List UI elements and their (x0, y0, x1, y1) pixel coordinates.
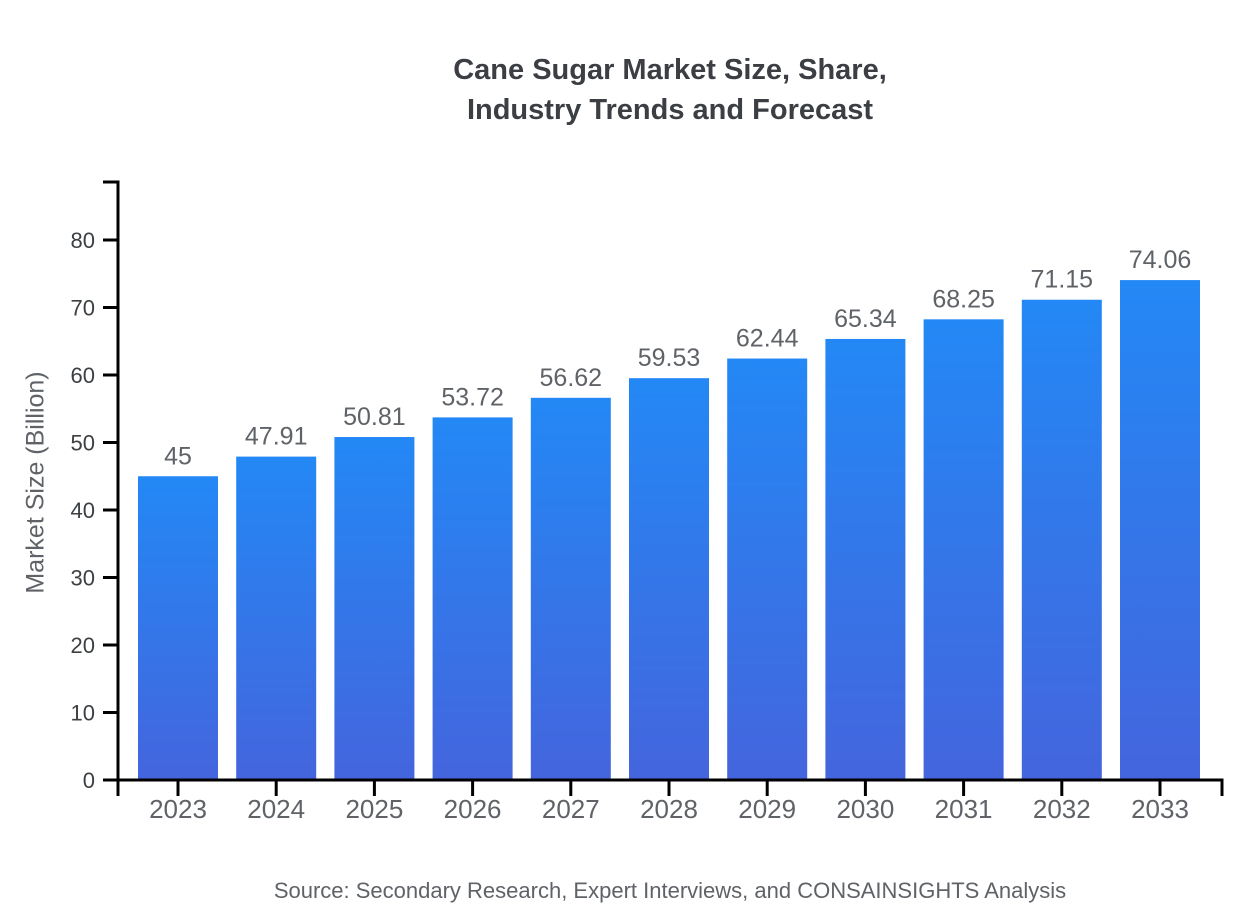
bar-2025 (334, 437, 415, 780)
bar-value-label: 71.15 (1031, 266, 1094, 294)
value-labels-group: 45 47.91 50.81 53.72 56.62 59.53 62.44 65.34 68.… (164, 246, 1191, 470)
bar-value-label: 56.62 (540, 364, 603, 392)
y-ticks-group: 0 10 20 30 40 50 60 70 80 (71, 228, 118, 793)
x-tick-label: 2028 (640, 794, 698, 824)
y-tick-label: 60 (71, 363, 95, 388)
bar-value-label: 62.44 (736, 325, 799, 353)
bar-2031 (923, 319, 1004, 780)
x-tick-label: 2032 (1033, 794, 1091, 824)
bar-value-label: 53.72 (441, 383, 504, 411)
bar-value-label: 68.25 (932, 285, 995, 313)
x-axis (103, 778, 1224, 796)
x-tick-label: 2030 (836, 794, 894, 824)
x-tick-label: 2025 (345, 794, 403, 824)
y-tick-label: 0 (83, 768, 95, 793)
bars-group (138, 280, 1200, 780)
bar-value-label: 45 (164, 442, 192, 470)
bar-2032 (1021, 299, 1102, 780)
chart-title-line2: Industry Trends and Forecast (466, 94, 874, 126)
bar-2023 (138, 476, 218, 780)
y-tick-label: 20 (71, 633, 95, 658)
y-tick-label: 40 (71, 498, 95, 523)
bar-2028 (629, 378, 709, 780)
y-axis (103, 180, 120, 796)
bar-2026 (432, 417, 513, 780)
bar-value-label: 65.34 (834, 305, 897, 333)
bar-value-label: 74.06 (1129, 246, 1192, 274)
x-tick-label: 2023 (149, 794, 207, 824)
bar-value-label: 47.91 (245, 423, 308, 451)
y-tick-label: 80 (71, 228, 95, 253)
bar-2030 (825, 338, 906, 780)
y-tick-label: 50 (71, 431, 95, 456)
y-tick-label: 30 (71, 566, 95, 591)
bar-2029 (727, 358, 808, 780)
x-tick-label: 2027 (542, 794, 600, 824)
bar-value-label: 50.81 (343, 403, 406, 431)
y-tick-label: 70 (71, 296, 95, 321)
x-tick-label: 2026 (444, 794, 502, 824)
bar-2027 (530, 397, 611, 780)
x-tick-label: 2024 (247, 794, 305, 824)
y-tick-label: 10 (71, 701, 95, 726)
bar-value-label: 59.53 (638, 344, 701, 372)
bar-2024 (236, 456, 317, 780)
x-tick-label: 2031 (935, 794, 993, 824)
bar-2033 (1120, 280, 1200, 780)
source-attribution: Source: Secondary Research, Expert Inter… (273, 878, 1067, 903)
x-tick-label: 2033 (1131, 794, 1189, 824)
x-ticks-group: 2023 2024 2025 2026 2027 2028 2029 2030 2031 2032… (149, 781, 1189, 824)
x-tick-label: 2029 (738, 794, 796, 824)
chart-title-line1: Cane Sugar Market Size, Share, (453, 54, 887, 86)
chart-title: Cane Sugar Market Size, Share, Industry … (80, 50, 1260, 130)
